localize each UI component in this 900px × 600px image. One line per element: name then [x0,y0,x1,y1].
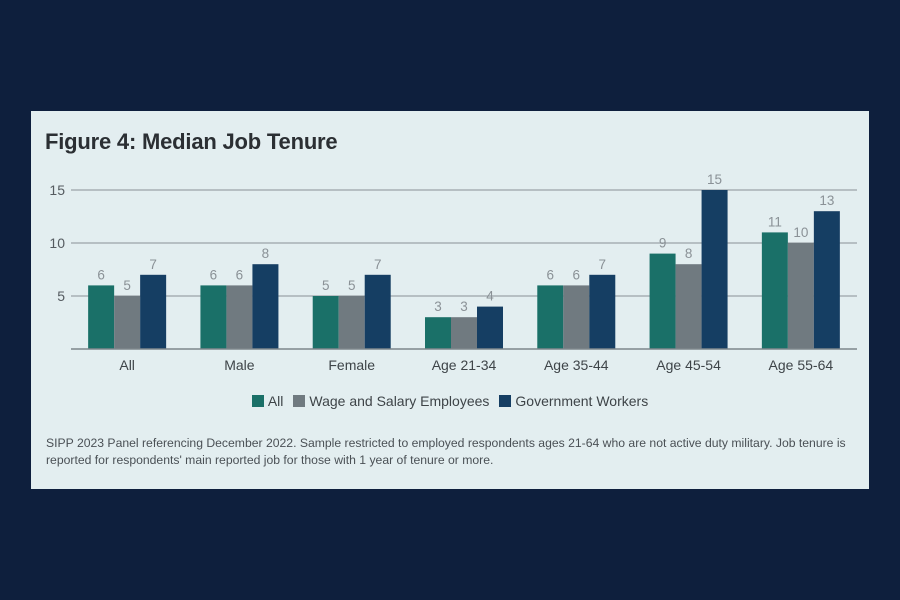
chart-card: Figure 4: Median Job Tenure 5 10 15 6 5 7 All 6… [31,111,869,489]
data-label: 6 [236,267,244,282]
bar [252,264,279,349]
data-label: 13 [819,193,834,208]
data-label: 5 [123,278,131,293]
data-label: 6 [97,267,105,282]
bar [537,285,564,349]
data-label: 6 [210,267,218,282]
data-label: 3 [434,299,442,314]
data-label: 7 [599,257,607,272]
data-label: 7 [149,257,157,272]
bar [226,285,253,349]
bar [649,253,676,349]
legend-item: Wage and Salary Employees [293,393,489,409]
data-label: 8 [685,246,693,261]
data-label: 6 [547,267,555,282]
bar [761,232,788,349]
x-tick-label: Age 35-44 [544,357,609,373]
data-label: 10 [793,225,808,240]
data-label: 9 [659,236,667,251]
bar [563,285,590,349]
data-label: 3 [460,299,468,314]
data-label: 5 [322,278,330,293]
bar-chart: 5 10 15 6 5 7 All 6 6 8 Male 5 5 7 Female 3 3 4 Age 21-34 6… [49,172,857,373]
x-tick-label: All [119,357,135,373]
data-label: 4 [486,289,494,304]
chart-legend: All Wage and Salary Employees Government W… [31,393,869,409]
bar [813,211,840,349]
legend-label: Government Workers [515,393,649,409]
bar [589,274,616,349]
chart-title: Figure 4: Median Job Tenure [45,129,338,154]
x-tick-label: Age 55-64 [769,357,834,373]
bar [675,264,702,349]
x-tick-label: Age 21-34 [432,357,497,373]
legend-label: All [267,393,284,409]
bar [114,296,141,349]
data-label: 8 [262,246,270,261]
bar [200,285,227,349]
x-tick-label: Age 45-54 [656,357,721,373]
legend-swatch [293,395,306,407]
legend-item: All [251,393,284,409]
data-label: 11 [768,214,782,229]
legend-item: Government Workers [499,393,648,409]
data-label: 7 [374,257,382,272]
bar [477,306,503,349]
x-tick-label: Male [224,357,255,373]
bar [88,285,115,349]
bar [451,317,477,349]
y-tick-label: 5 [57,288,65,304]
bar [338,296,365,349]
bar [787,243,814,349]
y-tick-label: 10 [49,235,65,251]
bar [312,296,339,349]
data-label: 15 [707,172,722,187]
chart-footnote: SIPP 2023 Panel referencing December 202… [46,436,846,467]
bar [701,190,728,349]
y-tick-label: 15 [49,182,65,198]
bar [364,274,391,349]
data-label: 6 [573,267,581,282]
data-label: 5 [348,278,356,293]
x-tick-label: Female [328,357,375,373]
bar [425,317,451,349]
legend-swatch [251,395,264,407]
legend-label: Wage and Salary Employees [309,393,490,409]
legend-swatch [499,395,512,407]
bar [140,274,167,349]
